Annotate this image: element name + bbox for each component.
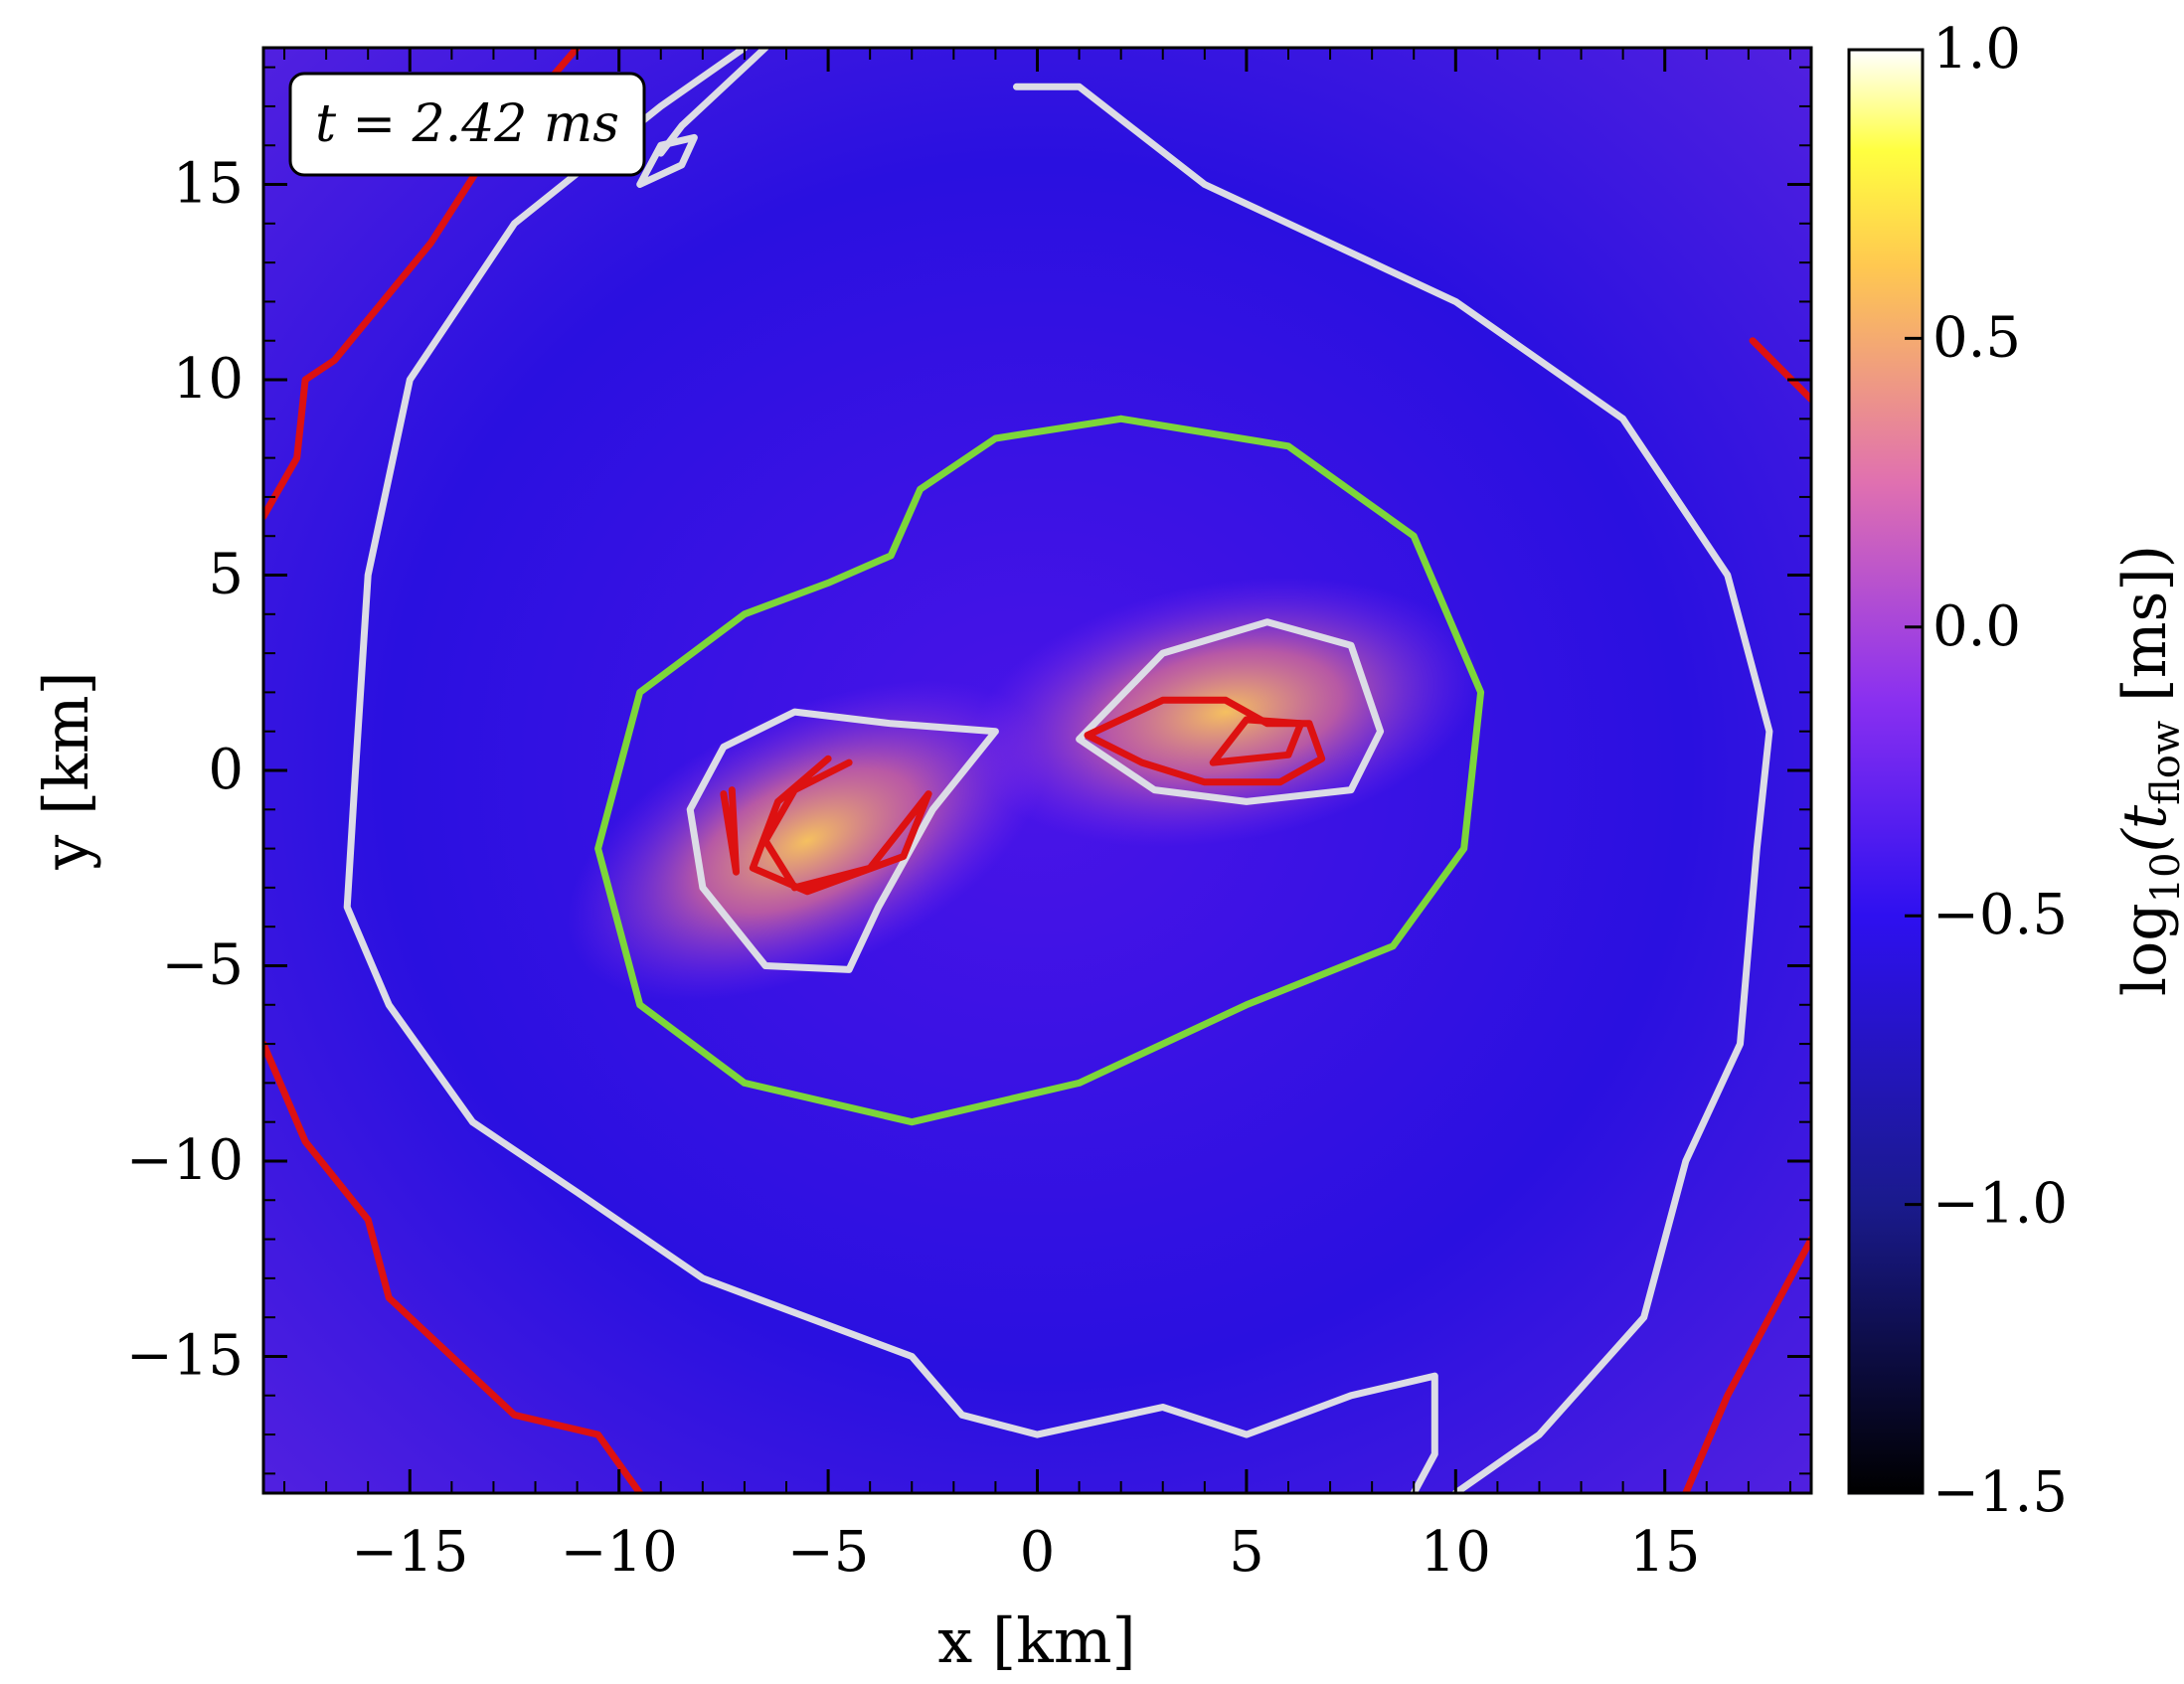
- x-tick-label: 10: [1421, 1520, 1491, 1585]
- colorbar-tick-label: 1.0: [1932, 17, 2021, 82]
- colorbar-tick-label: 0.0: [1932, 594, 2021, 659]
- y-tick-label: 10: [173, 347, 244, 412]
- colorbar-tick-label: −1.0: [1932, 1172, 2068, 1237]
- y-tick-label: 0: [208, 738, 244, 802]
- contour-grey-right-lobe: [1076, 618, 1385, 805]
- x-axis: −15 −10 −5 0 5 10 15: [283, 48, 1791, 1585]
- time-annotation: t = 2.42 ms: [288, 72, 646, 177]
- y-tick-label: 5: [208, 543, 244, 607]
- contour-grey-left-lobe: [686, 708, 999, 973]
- colorbar-tick-label: −0.5: [1932, 883, 2068, 947]
- contour-grey-small: [636, 133, 698, 188]
- contour-grey-outer-right: [1013, 83, 1773, 1493]
- colorbar-label: log10(tflow [ms]): [2110, 545, 2184, 996]
- contour-red-right-top: [1749, 337, 1811, 404]
- x-tick-label: 15: [1629, 1520, 1700, 1585]
- heatmap-hotspot: [567, 680, 1049, 1001]
- contour-red-right-inner: [1084, 696, 1326, 786]
- contour-red-left-bottom: [263, 1040, 644, 1493]
- contour-green: [594, 415, 1485, 1126]
- x-tick-label: −15: [351, 1520, 468, 1585]
- y-axis-label: y [km]: [30, 671, 102, 870]
- colorbar: 1.0 0.5 0.0 −0.5 −1.0 −1.5 log10(tflow [ms]): [1847, 17, 2184, 1525]
- colorbar-tick-label: 0.5: [1932, 305, 2021, 370]
- time-annotation-text: t = 2.42 ms: [315, 94, 619, 154]
- contour-grey-outer: [343, 48, 1438, 1493]
- x-axis-label: x [km]: [937, 1604, 1135, 1677]
- y-tick-label: −5: [161, 932, 244, 997]
- y-tick-label: −10: [126, 1128, 244, 1193]
- contour-red-left-inner: [749, 755, 932, 896]
- contour-red-right-loop: [1209, 716, 1305, 766]
- colorbar-gradient: [1847, 48, 1925, 1495]
- contour-grey-top: [657, 48, 769, 157]
- x-tick-label: 0: [1020, 1520, 1056, 1585]
- x-tick-label: −5: [787, 1520, 870, 1585]
- y-tick-label: 15: [173, 152, 244, 217]
- y-axis: −15 −10 −5 0 5 10 15: [126, 66, 1811, 1475]
- colorbar-tick-label: −1.5: [1932, 1460, 2068, 1525]
- heatmap: [263, 48, 1811, 1493]
- contour-red-right-bottom: [1682, 1236, 1811, 1493]
- contour-red-left-loop: [720, 786, 740, 876]
- x-tick-label: −10: [561, 1520, 678, 1585]
- y-tick-label: −15: [126, 1323, 244, 1388]
- x-tick-label: 5: [1229, 1520, 1264, 1585]
